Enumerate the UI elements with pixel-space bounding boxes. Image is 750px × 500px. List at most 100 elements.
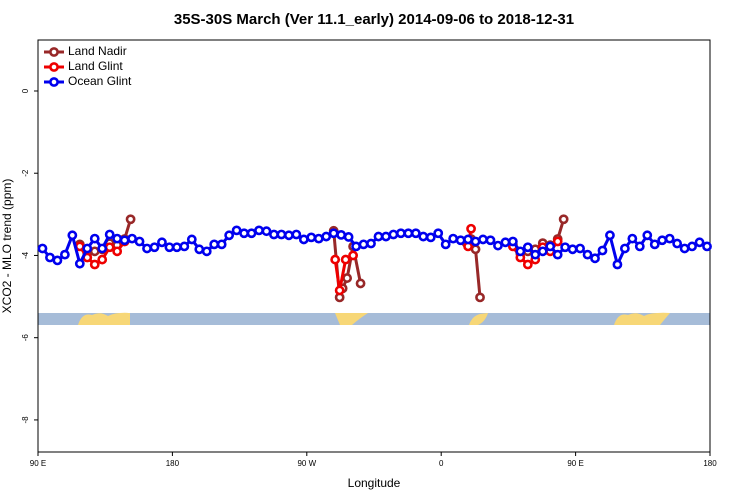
legend-label: Land Glint (68, 59, 123, 73)
point (649, 239, 660, 250)
chart-title: 35S-30S March (Ver 11.1_early) 2014-09-0… (174, 11, 574, 28)
map-strip (38, 312, 710, 325)
point (493, 240, 503, 251)
point (373, 231, 384, 242)
point (254, 225, 264, 236)
x-tick-label: 90 E (30, 459, 46, 468)
point (125, 214, 136, 225)
point (537, 246, 548, 257)
legend-marker (49, 77, 59, 87)
point (328, 228, 339, 239)
point (89, 259, 100, 270)
point (330, 254, 341, 265)
land-shape (469, 313, 488, 325)
point (358, 239, 369, 250)
point (470, 244, 481, 255)
point (269, 229, 279, 240)
x-tick-label: 180 (166, 459, 180, 468)
point (216, 239, 227, 250)
point (246, 228, 257, 239)
point (425, 232, 436, 243)
point (522, 242, 533, 253)
point (261, 226, 272, 237)
point (45, 252, 55, 263)
point (351, 241, 361, 252)
series-line (78, 218, 566, 299)
point (530, 249, 541, 260)
point (112, 233, 123, 244)
point (89, 246, 100, 257)
y-axis-label: XCO2 - MLO trend (ppm) (0, 179, 14, 314)
point (164, 242, 175, 253)
x-tick-label: 180 (703, 459, 717, 468)
y-tick-label: -4 (21, 251, 30, 259)
point (134, 236, 145, 247)
land-shape (614, 312, 670, 325)
point (119, 235, 130, 246)
point (171, 242, 182, 253)
point (142, 243, 152, 254)
legend-label: Land Nadir (68, 44, 127, 58)
y-tick-label: -8 (21, 416, 30, 424)
point (642, 230, 653, 241)
point (702, 241, 712, 252)
legend-label: Ocean Glint (68, 74, 132, 88)
x-tick-label: 90 E (567, 459, 583, 468)
point (478, 234, 488, 245)
point (627, 233, 638, 244)
land-shape (78, 312, 130, 325)
point (657, 235, 668, 246)
point (475, 292, 485, 303)
point (440, 239, 451, 250)
point (672, 238, 683, 249)
point (104, 242, 115, 253)
point (575, 243, 585, 254)
point (485, 235, 496, 246)
point (342, 273, 353, 283)
point (231, 225, 242, 236)
point (567, 244, 578, 255)
point (634, 241, 645, 252)
point (67, 230, 78, 241)
point (340, 254, 351, 265)
point (348, 250, 358, 261)
point (97, 243, 108, 254)
point (545, 241, 556, 252)
point (82, 243, 93, 254)
point (239, 228, 249, 239)
point (694, 237, 705, 248)
point (157, 237, 167, 248)
point (463, 234, 473, 245)
point (37, 243, 48, 254)
point (276, 229, 287, 240)
point (52, 255, 63, 266)
point (201, 246, 212, 257)
point (283, 230, 294, 241)
ocean-strip (38, 313, 710, 325)
point (395, 228, 406, 239)
x-tick-label: 90 W (297, 459, 316, 468)
point (343, 232, 354, 242)
point (321, 231, 332, 242)
point (224, 230, 235, 241)
legend-marker (49, 47, 59, 57)
point (97, 254, 108, 265)
point (582, 249, 593, 260)
legend-marker (49, 62, 59, 72)
x-axis-label: Longitude (348, 476, 401, 490)
point (179, 241, 190, 252)
point (590, 253, 600, 264)
point (410, 228, 421, 239)
point (560, 242, 571, 253)
point (112, 246, 123, 257)
point (612, 259, 623, 270)
point (664, 233, 675, 244)
point (355, 278, 366, 289)
point (298, 234, 309, 245)
point (418, 231, 429, 242)
point (403, 228, 414, 239)
point (687, 241, 697, 252)
point (605, 230, 615, 241)
point (186, 234, 197, 245)
